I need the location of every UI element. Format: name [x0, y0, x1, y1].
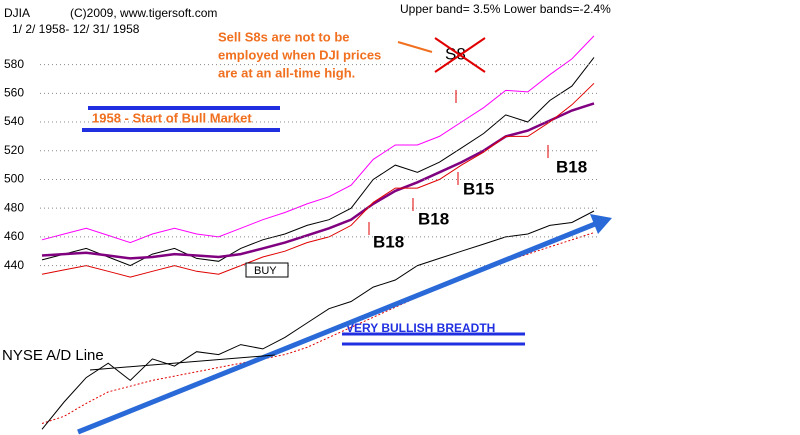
- y-tick-label: 460: [4, 229, 24, 243]
- band-note: Upper band= 3.5% Lower bands=-2.4%: [400, 2, 611, 16]
- series-line: [41, 210, 595, 430]
- y-tick-label: 560: [4, 85, 24, 99]
- signal: B18: [373, 232, 404, 251]
- y-tick-label: 540: [4, 114, 24, 128]
- annotation: VERY BULLISH BREADTH: [346, 321, 495, 335]
- y-tick-label: 520: [4, 143, 24, 157]
- y-tick-label: 500: [4, 172, 24, 186]
- cross: [434, 37, 486, 73]
- annotation: are at an all-time high.: [218, 65, 355, 80]
- trend-line: [89, 354, 276, 371]
- series-line: [41, 102, 595, 260]
- y-tick-label: 440: [4, 258, 24, 272]
- signal: B15: [463, 179, 494, 198]
- chart-title: DJIA: [4, 6, 30, 20]
- buy-box: [245, 262, 289, 278]
- series-line: [41, 232, 595, 424]
- arrow-head: [590, 214, 612, 234]
- subtitle: (C)2009, www.tigersoft.com: [70, 6, 217, 20]
- trend-arrow: [77, 219, 601, 435]
- signal: B18: [418, 209, 449, 228]
- series-line: [41, 82, 595, 278]
- date-range: 1/ 2/ 1958- 12/ 31/ 1958: [12, 22, 140, 36]
- y-tick-label: 480: [4, 200, 24, 214]
- annotation: 1958 - Start of Bull Market: [92, 110, 252, 125]
- annotation: NYSE A/D Line: [2, 347, 104, 364]
- annotation: Sell S8s are not to be: [218, 29, 350, 44]
- annotation: employed when DJI prices: [218, 47, 381, 62]
- signal: B18: [556, 157, 587, 176]
- series-line: [41, 57, 595, 267]
- signal-arrows: [368, 90, 549, 235]
- arrow: [397, 41, 433, 53]
- y-tick-label: 580: [4, 57, 24, 71]
- annotation: BUY: [254, 265, 277, 277]
- series-line: [41, 35, 595, 244]
